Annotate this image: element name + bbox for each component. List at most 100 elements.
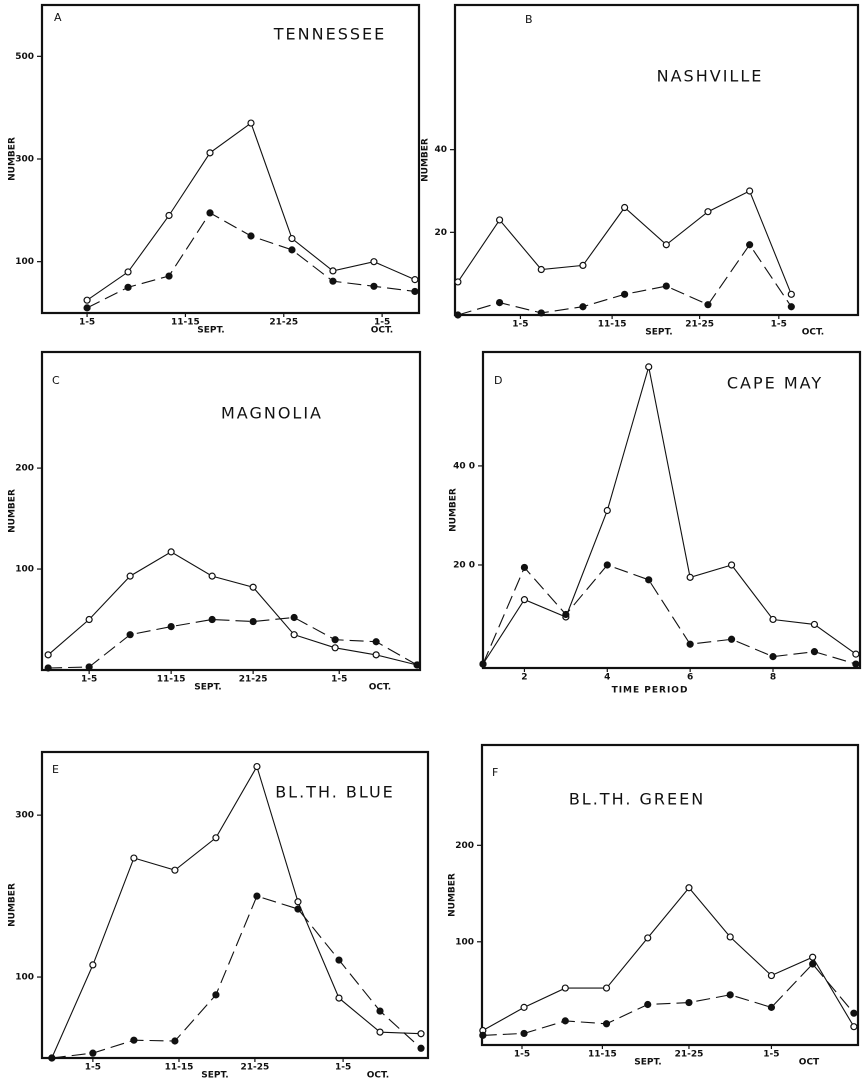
data-point	[769, 653, 777, 661]
x-tick-label: 11-15	[171, 318, 200, 328]
y-tick-label: 20	[434, 228, 447, 238]
series-line	[482, 886, 855, 1031]
data-point	[645, 576, 653, 584]
data-point	[704, 208, 712, 216]
data-point	[809, 960, 817, 968]
data-point	[810, 620, 819, 629]
panel: B NASHVILLE NUMBER 20 40 1-5 11-15 21-25 1-5 SEPT…	[421, 3, 860, 338]
data-point	[454, 311, 462, 319]
data-point	[685, 884, 693, 892]
data-point	[645, 363, 653, 371]
data-point	[852, 650, 860, 658]
data-point	[644, 934, 652, 942]
data-point	[685, 998, 693, 1007]
y-tick-label: 100	[15, 565, 34, 575]
panel: F BL.TH. GREEN NUMBER 100 200 1-5 11-15 21-25 1-…	[448, 743, 860, 1068]
panel: D CAPE MAY NUMBER 20 0 40 0 2 4 6 8 TIME PERIOD	[449, 350, 862, 696]
x-tick-label: 1-5	[512, 320, 528, 330]
data-point	[850, 1023, 858, 1031]
data-point	[411, 287, 419, 296]
data-point	[621, 203, 629, 212]
data-point	[288, 234, 296, 243]
data-point	[85, 663, 93, 671]
data-point	[288, 246, 296, 254]
data-point	[165, 272, 173, 280]
plot-frame	[481, 350, 862, 670]
month-label: SEPT.	[645, 328, 672, 338]
data-point	[644, 1000, 652, 1009]
data-point	[727, 635, 736, 643]
data-point	[206, 209, 214, 217]
data-point	[247, 232, 255, 240]
data-point	[208, 572, 216, 580]
data-point	[704, 301, 712, 309]
data-point	[335, 994, 343, 1002]
data-point	[331, 644, 339, 652]
data-point	[767, 1003, 776, 1011]
data-point	[171, 1037, 179, 1045]
plot-frame	[40, 3, 421, 315]
data-point	[602, 1020, 611, 1028]
y-tick-label: 100	[15, 257, 34, 267]
data-point	[290, 613, 298, 622]
data-point	[253, 762, 261, 771]
y-axis-label: NUMBER	[8, 137, 18, 181]
month-label: SEPT.	[194, 683, 221, 693]
x-tick-label: 6	[687, 673, 693, 683]
data-point	[411, 276, 419, 284]
y-tick-label: 200	[15, 464, 34, 474]
y-tick-label: 500	[15, 52, 34, 62]
data-point	[809, 953, 817, 961]
plot-frame	[40, 350, 422, 672]
month-label: SEPT.	[197, 326, 224, 336]
y-axis-label: NUMBER	[449, 488, 459, 532]
plot-frame	[453, 3, 860, 317]
data-point	[126, 631, 134, 639]
month-label: OCT.	[369, 683, 391, 693]
panel-title: TENNESSEE	[273, 25, 386, 44]
data-point	[727, 561, 736, 569]
data-point	[562, 610, 570, 619]
data-point	[372, 638, 380, 646]
data-point	[479, 1031, 487, 1039]
panel-label: B	[525, 13, 533, 26]
series-line	[482, 564, 857, 665]
y-tick-label: 20 0	[453, 560, 475, 570]
data-point	[520, 1029, 528, 1038]
data-point	[44, 651, 52, 659]
y-axis-label: NUMBER	[8, 489, 18, 533]
data-point	[130, 854, 138, 862]
data-point	[167, 548, 175, 556]
x-tick-label: 11-15	[165, 1063, 194, 1073]
data-point	[89, 1049, 97, 1057]
x-tick-label: 1-5	[771, 320, 787, 330]
data-point	[520, 563, 529, 572]
x-tick-label: 8	[770, 673, 776, 683]
data-point	[537, 265, 545, 274]
y-tick-label: 40	[434, 145, 447, 155]
panel-label: F	[492, 766, 498, 779]
y-tick-label: 200	[455, 841, 474, 851]
data-point	[810, 648, 819, 656]
data-point	[602, 984, 611, 992]
data-point	[726, 991, 734, 999]
data-point	[376, 1007, 384, 1015]
x-tick-label: 1-5	[81, 675, 97, 685]
data-point	[130, 1036, 138, 1044]
y-axis-label: NUMBER	[8, 883, 18, 927]
panel-label: D	[494, 374, 502, 387]
x-tick-label: 11-15	[157, 675, 186, 685]
panel-label: A	[54, 11, 62, 24]
data-point	[603, 561, 611, 569]
data-point	[787, 290, 795, 298]
data-point	[171, 866, 179, 874]
data-point	[603, 506, 611, 515]
data-point	[417, 1030, 425, 1038]
series-line	[86, 122, 416, 301]
data-point	[208, 615, 216, 624]
plot-frame	[480, 743, 860, 1047]
data-point	[335, 956, 343, 964]
data-point	[561, 984, 569, 992]
series-line	[48, 616, 418, 669]
data-point	[746, 187, 754, 195]
